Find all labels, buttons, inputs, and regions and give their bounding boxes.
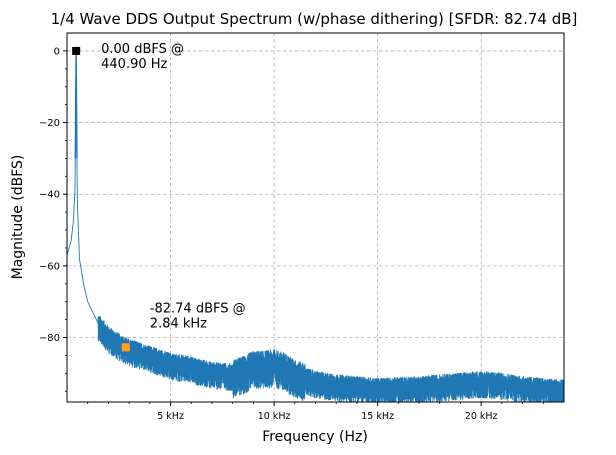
y-tick-label: 0 — [54, 46, 60, 57]
chart-title: 1/4 Wave DDS Output Spectrum (w/phase di… — [51, 10, 578, 28]
spectrum-series — [67, 50, 564, 402]
x-tick-label: 15 kHz — [361, 411, 394, 422]
spur-marker — [121, 343, 130, 352]
marker-label-line1: 0.00 dBFS @ — [101, 42, 184, 57]
marker-label-line2: 2.84 kHz — [150, 316, 207, 331]
spectrum-line — [67, 58, 564, 402]
grid-lines — [67, 33, 564, 402]
peak-marker — [72, 46, 81, 55]
marker-label-line1: -82.74 dBFS @ — [150, 301, 246, 316]
y-tick-label: −80 — [39, 333, 60, 344]
carrier-spike — [74, 50, 78, 159]
y-tick-label: −40 — [39, 190, 60, 201]
y-tick-label: −60 — [39, 261, 60, 272]
y-axis-label: Magnitude (dBFS) — [10, 155, 26, 280]
marker-label-line2: 440.90 Hz — [101, 57, 167, 72]
y-tick-label: −20 — [39, 118, 60, 129]
x-tick-label: 20 kHz — [465, 411, 498, 422]
plot-area — [66, 32, 565, 403]
x-tick-label: 5 kHz — [157, 411, 184, 422]
x-axis-label: Frequency (Hz) — [262, 429, 368, 445]
y-axis-ticks: 0 −20 −40 −60 −80 — [39, 46, 67, 392]
x-axis-ticks: 5 kHz 10 kHz 15 kHz 20 kHz — [87, 402, 544, 422]
x-tick-label: 10 kHz — [258, 411, 291, 422]
peak-markers: 0.00 dBFS @440.90 Hz -82.74 dBFS @2.84 kH… — [72, 42, 246, 352]
